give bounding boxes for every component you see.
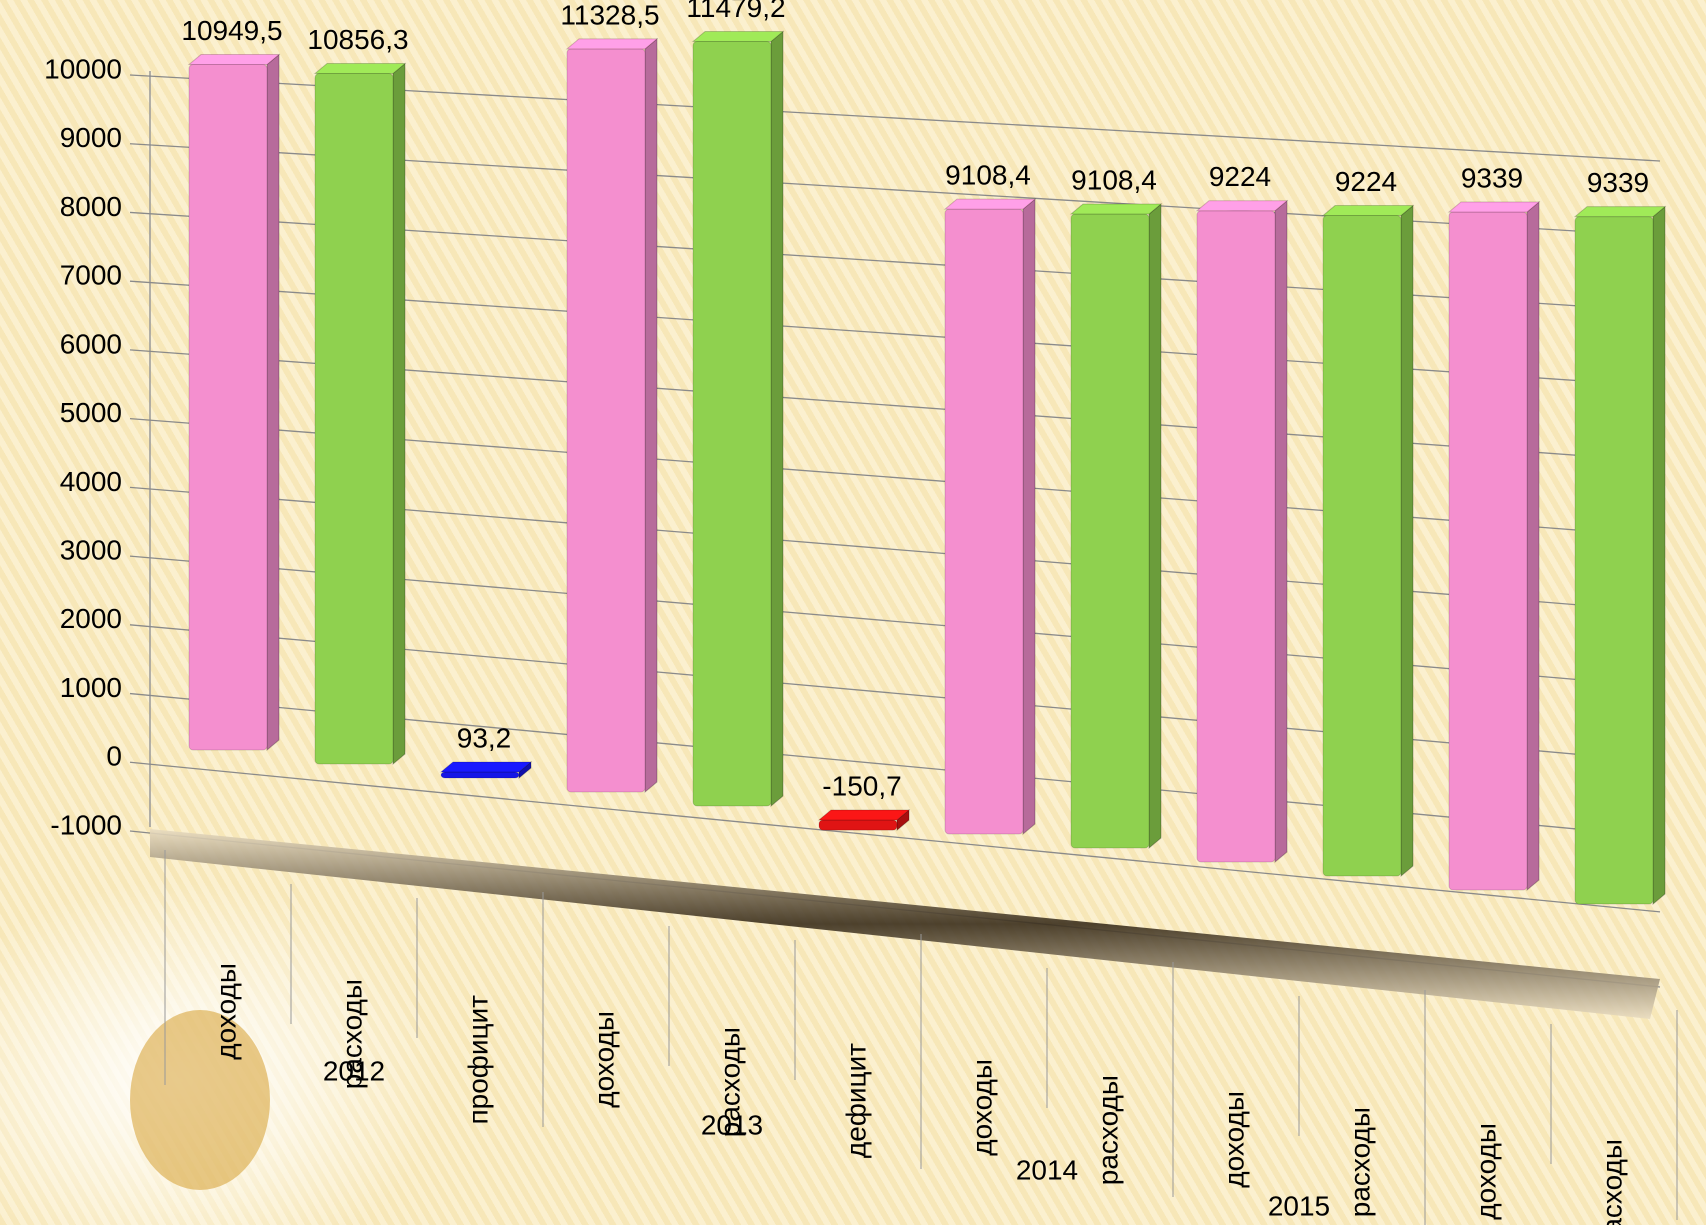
y-tick-label: 6000 xyxy=(60,328,122,359)
x-tick-label: доходы xyxy=(210,963,241,1060)
x-tick-label: доходы xyxy=(1470,1123,1501,1220)
bar xyxy=(189,65,267,750)
value-label: 10949,5 xyxy=(181,15,282,46)
bar xyxy=(693,41,771,806)
group-label: 2013 xyxy=(701,1109,763,1140)
bar-top xyxy=(1575,207,1665,217)
y-tick-label: 2000 xyxy=(60,603,122,634)
value-label: 11479,2 xyxy=(686,0,785,23)
x-tick-label: профицит xyxy=(462,995,493,1125)
x-tick-label: расходы xyxy=(1596,1139,1627,1225)
bar xyxy=(1071,214,1149,848)
bar-side xyxy=(1149,204,1161,848)
value-label: 11328,5 xyxy=(560,0,659,30)
bar xyxy=(945,209,1023,834)
chart: -1000 0 1000 2000 3000 4000 5000 6000 7000 8000 90… xyxy=(0,0,1706,1225)
bar xyxy=(567,49,645,792)
value-label: 10856,3 xyxy=(307,24,408,55)
bar-top xyxy=(1323,206,1413,216)
value-label: 9108,4 xyxy=(1071,164,1157,195)
x-tick-label: дефицит xyxy=(840,1043,871,1158)
bar-top xyxy=(819,810,909,820)
y-tick-label: 5000 xyxy=(60,397,122,428)
group-label: 2015 xyxy=(1268,1190,1330,1221)
bar-side xyxy=(267,55,279,750)
y-tick-label: 8000 xyxy=(60,191,122,222)
bar xyxy=(1449,212,1527,890)
bar-top xyxy=(693,31,783,41)
bar-top xyxy=(1071,204,1161,214)
y-tick-label: 4000 xyxy=(60,466,122,497)
x-tick-label: расходы xyxy=(1092,1075,1123,1185)
value-label: 9108,4 xyxy=(945,160,1031,191)
y-tick-label: -1000 xyxy=(50,809,122,840)
value-label: 9224 xyxy=(1209,161,1271,192)
bar-top xyxy=(567,39,657,49)
bar-side xyxy=(1653,207,1665,904)
y-tick-label: 3000 xyxy=(60,534,122,565)
group-label: 2012 xyxy=(323,1055,385,1086)
bar-side xyxy=(1275,201,1287,862)
x-tick-label: доходы xyxy=(966,1059,997,1156)
value-label: 9339 xyxy=(1587,167,1649,198)
decor-bag xyxy=(130,1010,270,1190)
bar xyxy=(315,74,393,764)
value-label: 93,2 xyxy=(457,722,512,753)
bar-side xyxy=(393,64,405,764)
value-label: 9339 xyxy=(1461,162,1523,193)
bar xyxy=(1575,217,1653,904)
bar xyxy=(1197,211,1275,862)
bar-top xyxy=(189,55,279,65)
page: {"chart_data": {"type": "bar3d", "ylim":… xyxy=(0,0,1706,1225)
bar-side xyxy=(771,31,783,806)
bar-side xyxy=(645,39,657,792)
bar xyxy=(441,772,519,778)
bar-top xyxy=(315,64,405,74)
bar-side xyxy=(1527,202,1539,890)
y-tick-label: 1000 xyxy=(60,672,122,703)
bar-top xyxy=(1449,202,1539,212)
y-tick-label: 10000 xyxy=(44,53,122,84)
x-tick-label: доходы xyxy=(1218,1091,1249,1188)
bar xyxy=(1323,216,1401,876)
y-tick-label: 9000 xyxy=(60,122,122,153)
y-tick-label: 7000 xyxy=(60,260,122,291)
x-tick-label: доходы xyxy=(588,1011,619,1108)
bar-side xyxy=(1023,199,1035,834)
bar-top xyxy=(945,199,1035,209)
bar xyxy=(819,820,897,830)
bar-top xyxy=(1197,201,1287,211)
y-tick-label: 0 xyxy=(106,741,122,772)
value-label: 9224 xyxy=(1335,166,1397,197)
bar-top xyxy=(441,762,531,772)
x-tick-label: расходы xyxy=(1344,1107,1375,1217)
group-label: 2014 xyxy=(1016,1154,1078,1185)
value-label: -150,7 xyxy=(822,770,901,801)
bar-side xyxy=(1401,206,1413,876)
